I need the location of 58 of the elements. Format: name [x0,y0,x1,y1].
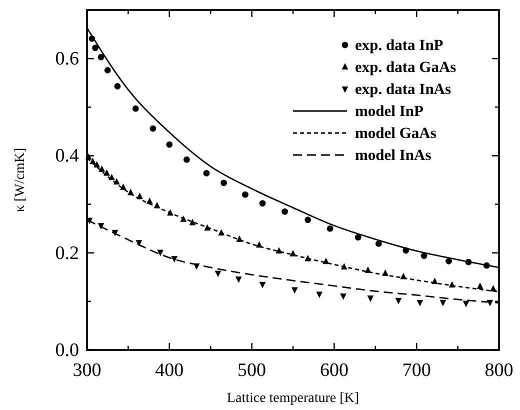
point [242,191,248,198]
point [476,282,484,289]
x-axis-title: Lattice temperature [K] [226,391,360,406]
point [171,256,178,263]
point [304,216,312,224]
point [462,300,470,308]
point [92,44,98,52]
x-tick-label: 500 [238,360,266,381]
point [235,276,242,283]
x-tick-label: 600 [320,360,348,381]
point [326,225,334,232]
point [157,250,164,256]
point [259,200,266,207]
y-tick-label: 0.2 [55,242,79,264]
point [395,298,402,304]
point [291,287,298,294]
x-tick-label: 700 [402,360,431,381]
point [367,295,374,302]
point [114,83,121,90]
point [98,165,106,172]
legend-label: model InAs [355,147,432,164]
point [416,300,424,306]
x-tick-label: 800 [484,360,514,381]
legend-label: model InP [355,103,424,120]
point [132,105,139,112]
y-tick-label: 0.0 [55,340,79,361]
point [220,180,227,186]
point [98,54,104,60]
legend-label: model GaAs [355,125,436,142]
point [94,161,100,168]
point [166,141,173,148]
point [282,208,288,215]
x-tick-label: 400 [155,360,184,381]
legend-label: exp. data InAs [355,81,452,98]
point [90,158,96,164]
legend-label: exp. data GaAs [355,59,456,76]
point [184,156,190,163]
point [203,170,210,176]
point [120,183,126,190]
y-tick-label: 0.6 [55,48,79,70]
point [189,218,196,226]
point [446,258,452,264]
x-tick-label: 300 [72,360,102,381]
point [214,270,222,278]
point [150,125,156,132]
point [420,252,428,259]
y-axis-title: κ [W/cmK] [13,148,28,212]
point [104,67,111,74]
point [276,247,282,254]
point [375,240,382,247]
point [104,169,110,176]
point [354,234,362,241]
legend-label: exp. data InP [355,37,444,54]
point [440,300,446,306]
y-tick-label: 0.4 [55,146,80,167]
point [259,282,266,288]
point [340,294,346,300]
point [316,292,323,298]
